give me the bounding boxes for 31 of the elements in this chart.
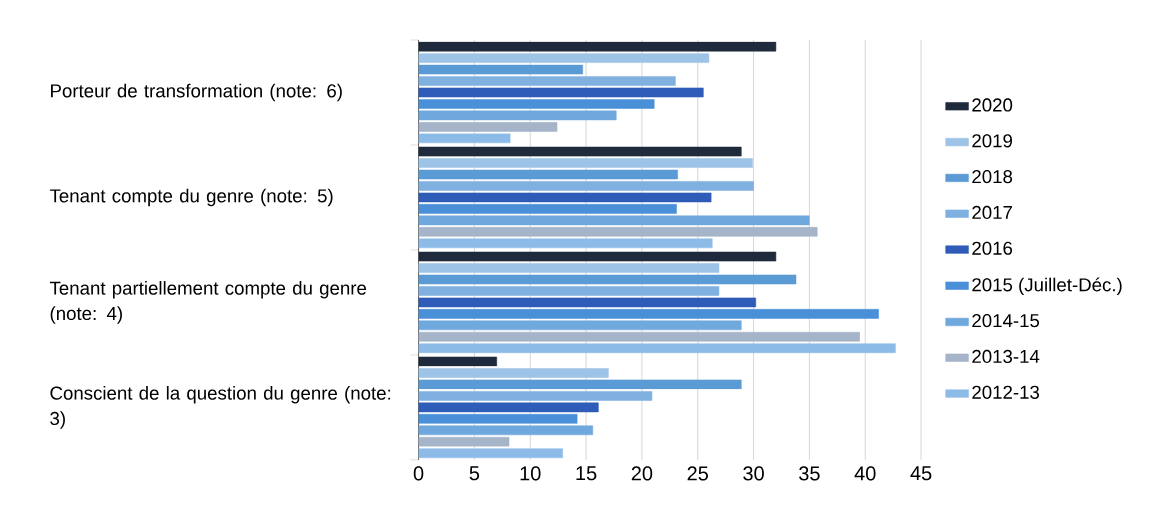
- legend-label: 2020: [972, 98, 1013, 112]
- legend-label: 2014-15: [972, 314, 1040, 328]
- legend-label: 2018: [972, 170, 1013, 184]
- x-tick-label: 45: [910, 466, 932, 481]
- bar: [418, 227, 818, 237]
- x-tick-label: 30: [743, 466, 764, 481]
- bar: [418, 414, 578, 424]
- x-tick-label: 20: [631, 466, 653, 481]
- bar: [418, 437, 510, 447]
- legend-label: 2012-13: [972, 385, 1040, 399]
- legend-label: 2013-14: [972, 349, 1040, 364]
- bar: [418, 204, 677, 214]
- y-tick-label: Conscient de la question du genre (note: 3): [50, 386, 391, 429]
- bar: [418, 332, 860, 342]
- y-tick-label: Porteur de transformation (note: 6): [51, 83, 342, 102]
- y-tick-label: Tenant compte du genre (note: 5): [49, 188, 333, 207]
- legend-label: 2015 (Juillet-Déc.): [972, 277, 1122, 296]
- x-tick-label: 25: [687, 466, 709, 481]
- bar: [418, 309, 879, 319]
- x-tick-label: 35: [799, 466, 820, 481]
- x-tick-label: 40: [854, 466, 876, 481]
- x-tick-label: 5: [469, 466, 480, 481]
- legend-label: 2019: [972, 134, 1012, 148]
- legend-label: 2016: [972, 241, 1013, 255]
- bar: [418, 122, 558, 132]
- x-tick-label: 0: [413, 466, 424, 481]
- legend-label: 2017: [972, 205, 1012, 220]
- x-tick-label: 10: [520, 466, 541, 481]
- y-tick-label: Tenant partiellement compte du genre (note: 4): [49, 281, 367, 324]
- x-tick-label: 15: [576, 466, 597, 481]
- bar: [418, 99, 655, 109]
